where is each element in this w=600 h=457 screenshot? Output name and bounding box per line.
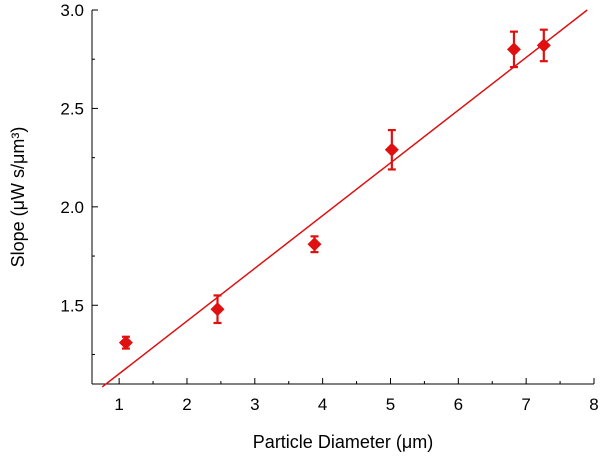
data-point xyxy=(307,235,322,254)
data-point xyxy=(210,294,225,325)
x-tick-label: 7 xyxy=(521,395,530,414)
diamond-marker xyxy=(210,302,225,317)
data-points xyxy=(118,28,551,350)
fit-line xyxy=(101,9,588,388)
diamond-marker xyxy=(307,237,322,252)
x-tick-label: 2 xyxy=(182,395,191,414)
diamond-marker xyxy=(536,38,551,53)
fit-line-group xyxy=(101,9,588,388)
x-tick-label: 5 xyxy=(386,395,395,414)
x-tick-label: 6 xyxy=(454,395,463,414)
x-tick-label: 1 xyxy=(114,395,123,414)
data-point xyxy=(536,28,551,63)
x-tick-label: 3 xyxy=(250,395,259,414)
y-tick-label: 2.5 xyxy=(60,99,84,118)
y-tick-label: 3.0 xyxy=(60,1,84,20)
y-axis-title: Slope (μW s/μm³) xyxy=(8,127,28,268)
x-tick-label: 8 xyxy=(589,395,598,414)
diamond-marker xyxy=(118,335,133,350)
x-tick-label: 4 xyxy=(318,395,327,414)
data-point xyxy=(506,30,521,69)
diamond-marker xyxy=(384,142,399,157)
axes xyxy=(91,10,594,385)
diamond-marker xyxy=(506,42,521,57)
data-point xyxy=(384,128,399,171)
x-axis-title: Particle Diameter (μm) xyxy=(253,432,433,452)
y-tick-label: 1.5 xyxy=(60,296,84,315)
data-point xyxy=(118,335,133,350)
y-ticks: 1.5 2.0 2.5 3.0 xyxy=(60,1,98,355)
y-tick-label: 2.0 xyxy=(60,198,84,217)
x-ticks: 1 2 3 4 5 6 7 8 xyxy=(114,378,599,414)
